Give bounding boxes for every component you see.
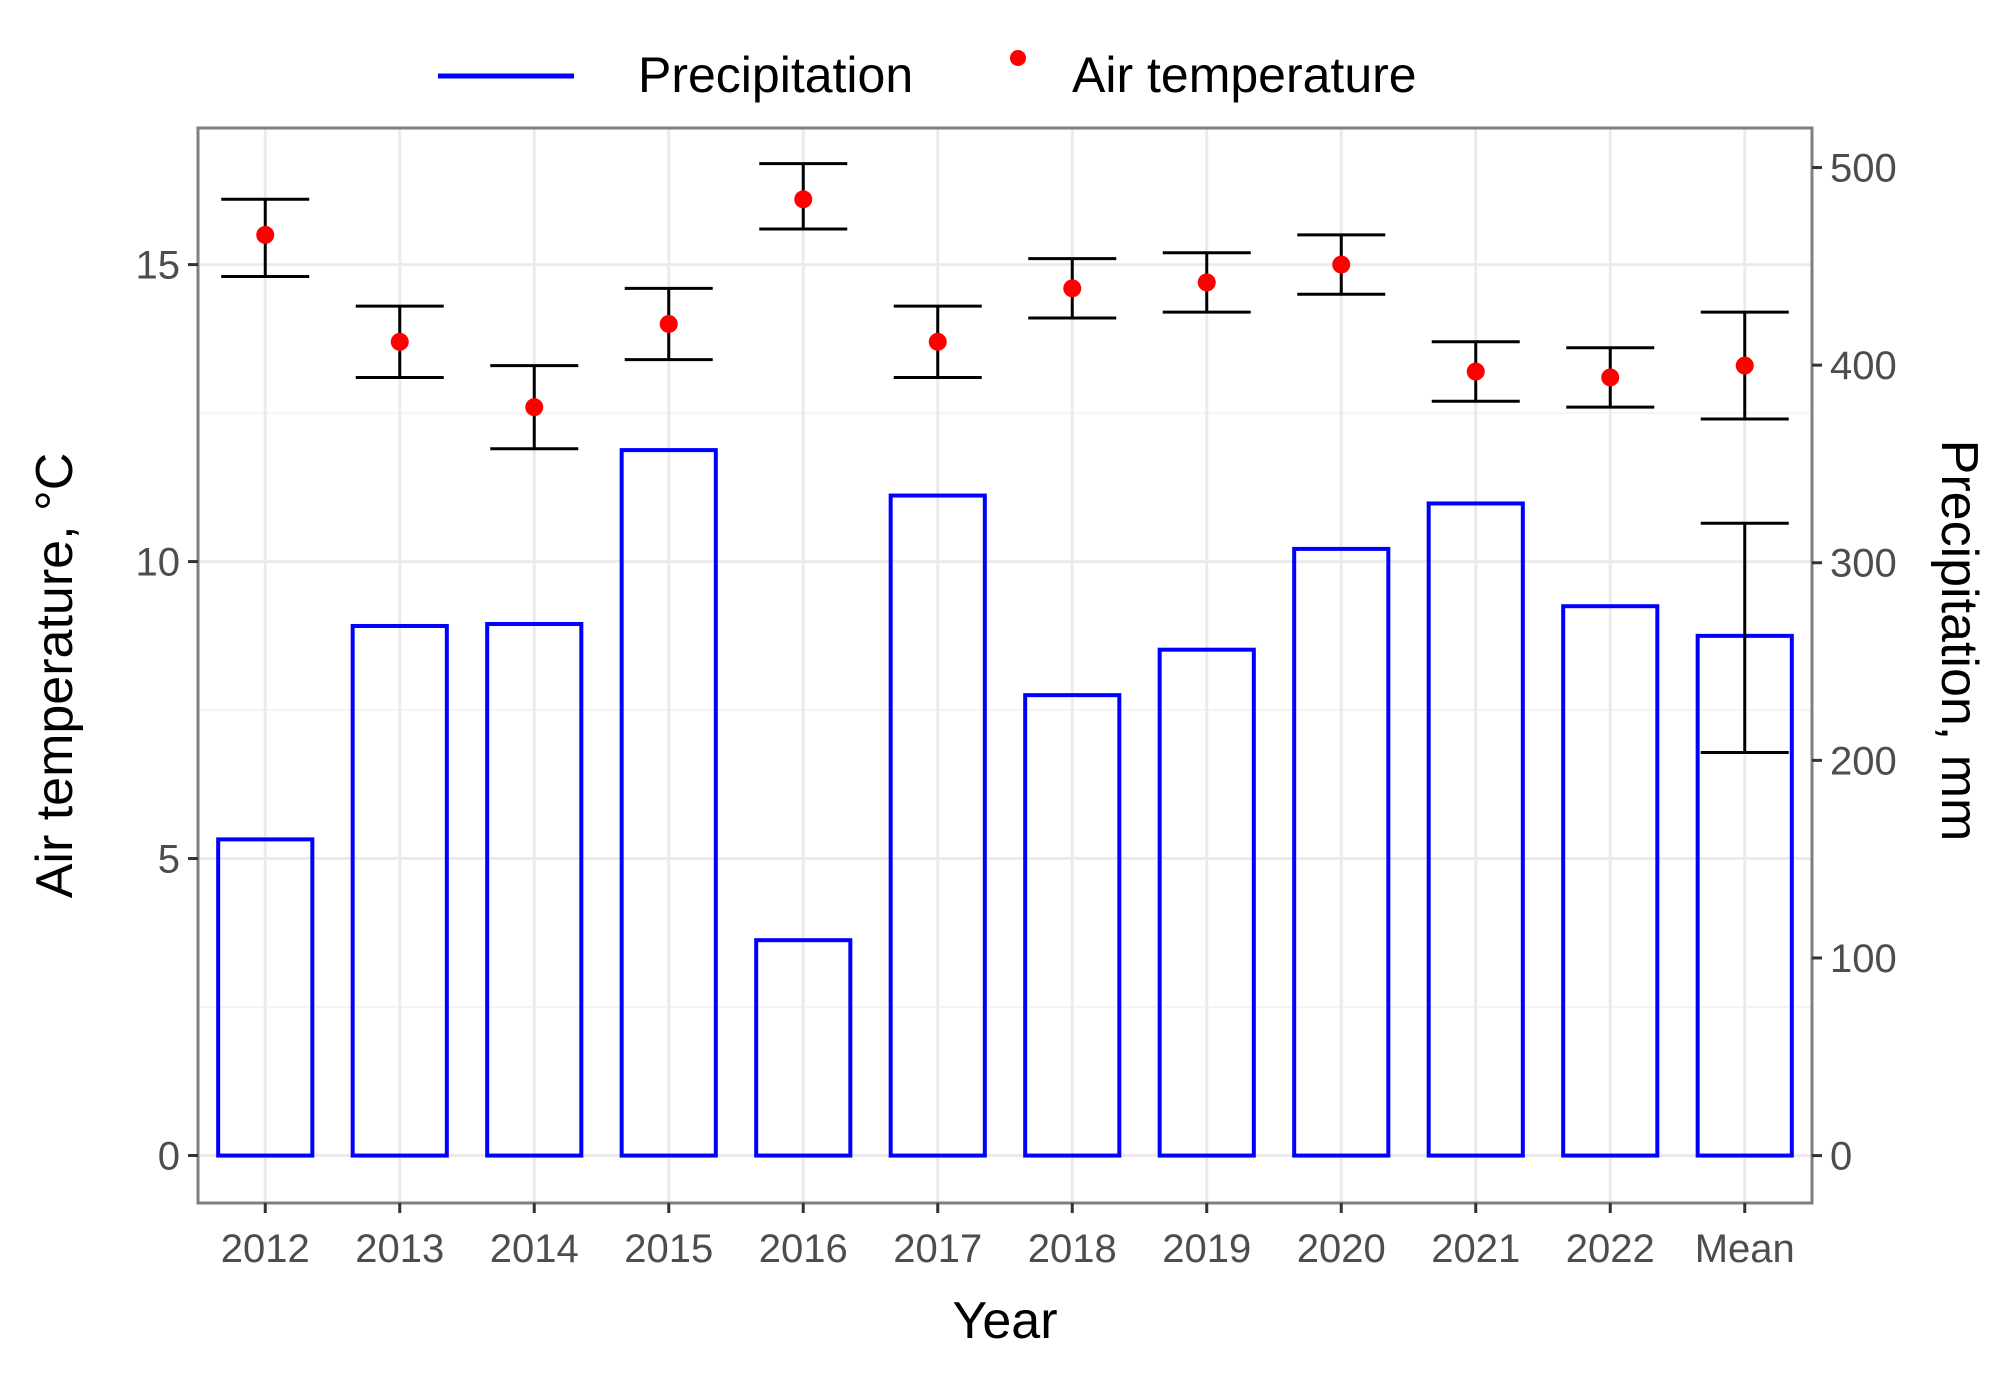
- right-y-tick-label: 300: [1830, 542, 1897, 586]
- point-layer: [256, 190, 1754, 417]
- x-axis: 2012 2013 2014 2015 2016 2017 2018 2019 2020 2021…: [221, 1203, 1795, 1271]
- temperature-point: [1197, 273, 1216, 292]
- precipitation-bar: [754, 938, 853, 1158]
- x-tick-label: 2012: [221, 1227, 310, 1271]
- temperature-point: [659, 314, 678, 333]
- precipitation-bar: [888, 493, 987, 1158]
- left-y-tick-label: 10: [136, 541, 181, 585]
- precipitation-bar: [350, 623, 449, 1158]
- x-tick-label: 2019: [1162, 1227, 1251, 1271]
- x-tick-label: Mean: [1695, 1227, 1795, 1271]
- x-tick-label: 2017: [893, 1227, 982, 1271]
- plot-panel-border: [196, 126, 1814, 1205]
- error-bar-layer: [221, 162, 1789, 754]
- bar-layer: [216, 448, 1794, 1158]
- x-tick-label: 2016: [759, 1227, 848, 1271]
- temperature-point: [1735, 356, 1754, 375]
- precipitation-bar: [619, 448, 718, 1158]
- left-y-tick-label: 0: [158, 1134, 180, 1178]
- left-y-axis-title: Air temperature, °C: [26, 453, 84, 899]
- temperature-point: [525, 398, 544, 417]
- right-y-axis-title: Precipitation, mm: [1930, 440, 1988, 842]
- precipitation-bar: [1561, 604, 1660, 1158]
- temperature-point: [794, 190, 813, 209]
- legend-air-temperature-point-icon: [1010, 50, 1026, 66]
- right-y-axis: 0 100 200 300 400 500: [1812, 147, 1897, 1179]
- legend-label-precipitation: Precipitation: [638, 47, 913, 103]
- temperature-point: [1601, 368, 1620, 387]
- x-axis-title: Year: [952, 1292, 1057, 1350]
- x-tick-label: 2021: [1431, 1227, 1520, 1271]
- precipitation-bar: [1292, 546, 1391, 1158]
- precipitation-bar: [485, 622, 584, 1158]
- temperature-point: [1063, 279, 1082, 298]
- temperature-point: [256, 225, 275, 244]
- x-tick-label: 2020: [1297, 1227, 1386, 1271]
- left-y-tick-label: 5: [158, 838, 180, 882]
- grid-layer: [198, 128, 1812, 1203]
- x-tick-label: 2018: [1028, 1227, 1117, 1271]
- x-tick-label: 2014: [490, 1227, 579, 1271]
- x-tick-label: 2013: [355, 1227, 444, 1271]
- right-y-tick-label: 500: [1830, 147, 1897, 191]
- legend: Precipitation Air temperature: [438, 47, 1417, 103]
- right-y-tick-label: 100: [1830, 937, 1897, 981]
- precipitation-bar: [1426, 501, 1525, 1158]
- legend-label-air-temperature: Air temperature: [1072, 47, 1417, 103]
- temperature-point: [928, 332, 947, 351]
- precipitation-bar: [1023, 693, 1122, 1158]
- right-y-tick-label: 200: [1830, 739, 1897, 783]
- left-y-axis: 0 5 10 15: [136, 244, 198, 1178]
- left-y-tick-label: 15: [136, 244, 181, 288]
- temperature-point: [390, 332, 409, 351]
- x-tick-label: 2022: [1566, 1227, 1655, 1271]
- right-y-tick-label: 400: [1830, 344, 1897, 388]
- precipitation-bar: [216, 837, 315, 1158]
- temperature-point: [1332, 255, 1351, 274]
- x-tick-label: 2015: [624, 1227, 713, 1271]
- precipitation-bar: [1157, 647, 1256, 1158]
- temperature-point: [1466, 362, 1485, 381]
- right-y-tick-label: 0: [1830, 1135, 1852, 1179]
